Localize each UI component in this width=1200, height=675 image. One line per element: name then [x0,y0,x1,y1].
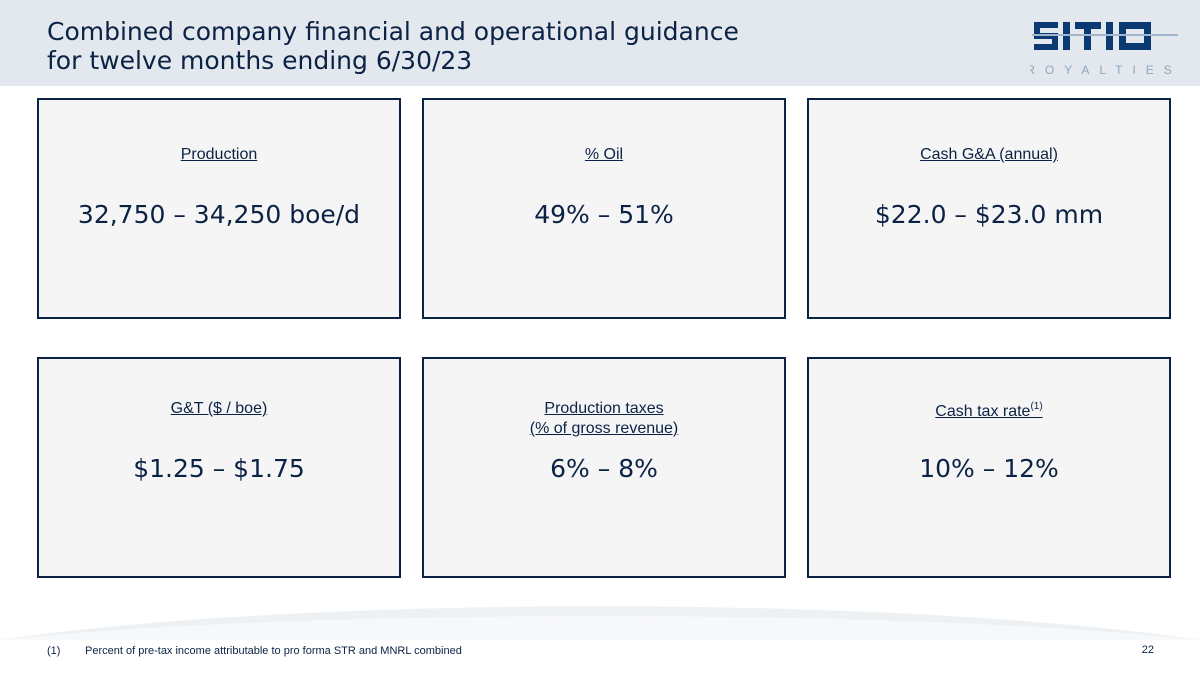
card-value: $1.25 – $1.75 [133,454,305,483]
card-label-line-1: Production taxes [544,400,664,417]
card-value: 49% – 51% [534,200,674,229]
title-line-2: for twelve months ending 6/30/23 [47,46,473,75]
footnote-number: (1) [47,645,61,657]
guidance-card-production: Production 32,750 – 34,250 boe/d [37,98,401,319]
decorative-swoosh [0,606,1200,640]
card-label-line-2: (% of gross revenue) [529,420,679,437]
logo-accent-bar [1032,34,1178,36]
guidance-card-cash-ga: Cash G&A (annual) $22.0 – $23.0 mm [807,98,1171,319]
logo-tagline: ROYALTIES [1030,63,1180,77]
card-label: Production [180,146,258,163]
card-value: $22.0 – $23.0 mm [874,200,1104,229]
page-title: Combined company financial and operation… [47,17,739,75]
guidance-card-production-taxes: Production taxes (% of gross revenue) 6%… [422,357,786,578]
logo-letter-o [1119,22,1151,50]
card-label: Cash tax rate(1) [809,402,1169,422]
card-label-text: Cash tax rate [935,403,1031,420]
guidance-card-gt: G&T ($ / boe) $1.25 – $1.75 [37,357,401,578]
card-label: % Oil [584,146,624,163]
guidance-card-oil: % Oil 49% – 51% [422,98,786,319]
title-line-1: Combined company financial and operation… [47,17,739,46]
footnote: (1) Percent of pre-tax income attributabl… [47,645,462,657]
card-value: 32,750 – 34,250 boe/d [77,200,361,229]
header-band: Combined company financial and operation… [0,0,1200,86]
card-label: Cash G&A (annual) [920,146,1058,163]
page-number: 22 [1141,644,1154,656]
guidance-card-cash-tax-rate: Cash tax rate(1) 10% – 12% [807,357,1171,578]
card-value: 6% – 8% [550,454,658,483]
sitio-royalties-logo: ROYALTIES [1030,22,1180,77]
footnote-ref: (1) [1030,401,1043,412]
card-label: G&T ($ / boe) [170,400,268,417]
card-value: 10% – 12% [919,454,1059,483]
footnote-text: Percent of pre-tax income attributable t… [85,645,462,657]
